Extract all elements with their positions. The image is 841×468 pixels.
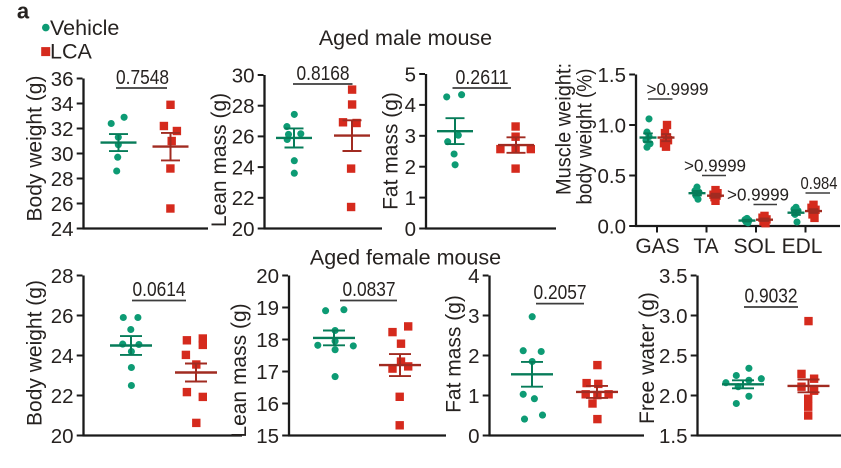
svg-text:20: 20 — [256, 265, 279, 288]
svg-text:4: 4 — [468, 265, 479, 288]
svg-text:30: 30 — [51, 143, 74, 166]
svg-text:EDL: EDL — [782, 235, 823, 258]
svg-text:0.0837: 0.0837 — [343, 279, 396, 301]
svg-text:30: 30 — [232, 64, 255, 87]
svg-text:28: 28 — [51, 265, 74, 288]
svg-text:3: 3 — [468, 305, 479, 328]
svg-text:0.0614: 0.0614 — [133, 279, 186, 301]
svg-text:0.2611: 0.2611 — [456, 67, 509, 89]
svg-text:Body weight (g): Body weight (g) — [24, 280, 47, 426]
svg-text:0.8168: 0.8168 — [297, 63, 350, 85]
svg-text:5: 5 — [405, 63, 416, 86]
svg-text:Lean mass (g): Lean mass (g) — [208, 93, 231, 227]
svg-text:GAS: GAS — [635, 235, 679, 258]
svg-text:1: 1 — [468, 385, 479, 408]
svg-text:>0.9999: >0.9999 — [647, 79, 709, 99]
svg-text:1.5: 1.5 — [659, 425, 688, 448]
svg-text:26: 26 — [232, 126, 255, 149]
svg-text:3.5: 3.5 — [659, 265, 688, 288]
svg-text:20: 20 — [51, 425, 74, 448]
svg-text:1: 1 — [405, 187, 416, 210]
svg-text:3: 3 — [405, 125, 416, 148]
svg-text:0.7548: 0.7548 — [116, 67, 169, 89]
svg-text:15: 15 — [256, 425, 279, 448]
svg-text:24: 24 — [51, 218, 74, 241]
svg-text:0.2057: 0.2057 — [534, 282, 587, 304]
svg-text:0.9032: 0.9032 — [745, 286, 798, 308]
svg-text:26: 26 — [51, 305, 74, 328]
svg-text:32: 32 — [51, 118, 74, 141]
svg-text:2.0: 2.0 — [659, 385, 688, 408]
svg-text:22: 22 — [51, 385, 74, 408]
svg-text:2: 2 — [468, 345, 479, 368]
svg-text:0.5: 0.5 — [598, 165, 627, 188]
svg-text:0: 0 — [405, 218, 416, 241]
svg-text:Body weight (g): Body weight (g) — [24, 76, 47, 222]
svg-text:2.5: 2.5 — [659, 345, 688, 368]
svg-text:28: 28 — [51, 168, 74, 191]
svg-text:22: 22 — [232, 187, 255, 210]
svg-text:26: 26 — [51, 193, 74, 216]
svg-text:1.0: 1.0 — [598, 114, 627, 137]
svg-text:LCA: LCA — [50, 40, 92, 64]
svg-text:>0.9999: >0.9999 — [684, 155, 746, 175]
svg-text:>0.9999: >0.9999 — [727, 184, 789, 204]
svg-text:Aged male mouse: Aged male mouse — [319, 26, 492, 50]
svg-text:28: 28 — [232, 95, 255, 118]
svg-text:Lean mass (g): Lean mass (g) — [228, 303, 251, 437]
svg-text:0: 0 — [468, 425, 479, 448]
svg-text:body weight (%): body weight (%) — [574, 69, 597, 205]
svg-text:Fat mass (g): Fat mass (g) — [443, 295, 466, 413]
svg-text:36: 36 — [51, 68, 74, 91]
svg-text:19: 19 — [256, 297, 279, 320]
svg-text:24: 24 — [232, 156, 255, 179]
svg-text:Aged female mouse: Aged female mouse — [310, 245, 501, 269]
svg-text:0.0: 0.0 — [598, 215, 627, 238]
svg-text:4: 4 — [405, 94, 416, 117]
svg-text:24: 24 — [51, 345, 74, 368]
svg-text:Free water (g): Free water (g) — [636, 292, 659, 424]
svg-text:34: 34 — [51, 93, 74, 116]
svg-text:TA: TA — [693, 235, 718, 258]
svg-text:18: 18 — [256, 329, 279, 352]
svg-text:SOL: SOL — [733, 235, 775, 258]
svg-text:0.984: 0.984 — [801, 173, 838, 193]
svg-text:Vehicle: Vehicle — [50, 16, 119, 40]
svg-text:a: a — [17, 0, 30, 24]
svg-text:1.5: 1.5 — [598, 64, 627, 87]
svg-text:2: 2 — [405, 156, 416, 179]
svg-text:3.0: 3.0 — [659, 305, 688, 328]
svg-text:16: 16 — [256, 393, 279, 416]
svg-text:Fat mass (g): Fat mass (g) — [380, 92, 403, 210]
svg-text:20: 20 — [232, 218, 255, 241]
svg-text:Muscle weight:: Muscle weight: — [553, 63, 576, 195]
svg-text:17: 17 — [256, 361, 279, 384]
